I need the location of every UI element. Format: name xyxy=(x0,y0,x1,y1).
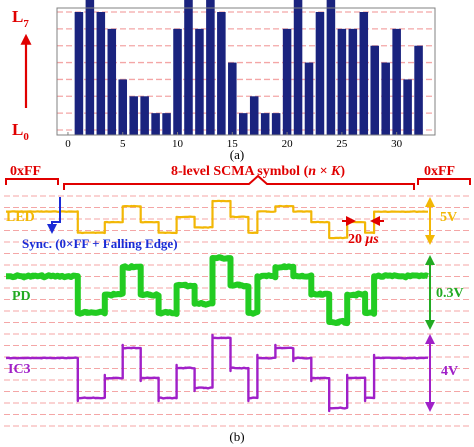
x-tick-label: 0 xyxy=(65,138,71,150)
bar xyxy=(118,79,128,135)
x-tick-label: 5 xyxy=(120,138,126,150)
panel-b-oscilloscope: 0xFF 8-level SCMA symbol (n × K) 0xFF LE… xyxy=(4,164,471,444)
bar xyxy=(140,96,149,135)
sync-label: Sync. (0×FF + Falling Edge) xyxy=(22,236,178,251)
amplitude-label-pd: 0.3V xyxy=(436,286,464,301)
bar xyxy=(228,62,237,136)
bar xyxy=(414,45,423,135)
bar xyxy=(381,62,390,136)
caption-a: (a) xyxy=(230,147,244,162)
sync-arrow xyxy=(47,197,61,234)
scope-background xyxy=(4,190,470,428)
trace-pd xyxy=(5,254,429,327)
bar xyxy=(282,28,292,135)
y-label-top: L7 xyxy=(12,7,29,30)
header-center: 8-level SCMA symbol (n × K) xyxy=(171,164,345,179)
amplitude-label-led: 5V xyxy=(440,210,457,225)
panel-a-x-ticks: 0 5 10 15 20 25 30 xyxy=(65,132,403,150)
bar xyxy=(238,113,248,135)
trace-led xyxy=(6,199,428,240)
bar xyxy=(403,79,412,135)
bar xyxy=(195,28,204,135)
trace-ic3 xyxy=(5,333,428,413)
bar xyxy=(271,113,281,135)
bar xyxy=(74,12,84,135)
bar xyxy=(304,62,314,136)
header-brackets xyxy=(5,174,471,191)
bar xyxy=(96,12,106,135)
x-tick-label: 20 xyxy=(282,138,294,150)
bar xyxy=(337,28,347,135)
bar xyxy=(129,96,138,135)
bar xyxy=(217,12,226,135)
bar xyxy=(173,28,182,135)
trace-label-led: LED xyxy=(6,210,35,225)
bar xyxy=(107,28,117,135)
panel-a-bars xyxy=(74,0,423,136)
panel-b-traces xyxy=(5,199,429,413)
bar xyxy=(315,12,325,135)
time-label: 20 μs xyxy=(348,232,379,247)
bar xyxy=(370,45,380,135)
amplitude-label-ic3: 4V xyxy=(441,364,458,379)
bar xyxy=(260,113,270,135)
bar xyxy=(249,96,259,135)
y-label-bottom: L0 xyxy=(12,120,29,143)
x-tick-label: 15 xyxy=(227,138,239,150)
panel-a-bar-chart: 0 5 10 15 20 25 30 L7 L0 (a) xyxy=(12,0,436,162)
x-tick-label: 10 xyxy=(172,138,184,150)
panel-a-plot-frame xyxy=(56,7,436,136)
bar xyxy=(85,0,95,136)
header-right: 0xFF xyxy=(424,164,455,179)
bar xyxy=(184,0,193,136)
trace-label-ic3: IC3 xyxy=(8,362,31,377)
bar xyxy=(359,12,369,135)
x-tick-label: 25 xyxy=(336,138,348,150)
bar xyxy=(151,113,160,135)
bar xyxy=(162,113,171,135)
bar xyxy=(293,0,303,136)
bar xyxy=(392,28,401,135)
bar xyxy=(326,0,336,136)
bar xyxy=(206,0,215,136)
trace-label-pd: PD xyxy=(12,289,31,304)
bar xyxy=(348,28,358,135)
header-left: 0xFF xyxy=(10,164,41,179)
caption-b: (b) xyxy=(229,429,244,444)
x-tick-label: 30 xyxy=(391,138,403,150)
